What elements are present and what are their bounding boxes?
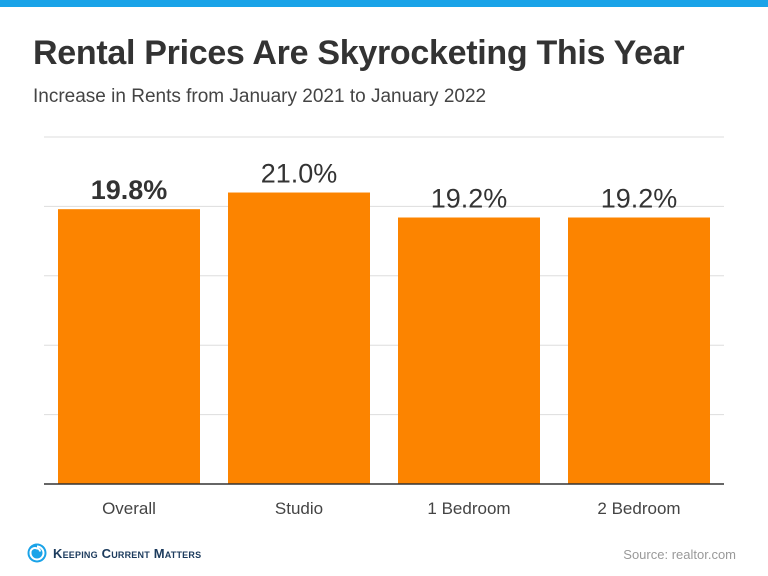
source-note: Source: realtor.com <box>623 547 736 562</box>
bar-value-label: 19.8% <box>91 175 168 205</box>
bar <box>228 192 370 484</box>
bar <box>398 217 540 484</box>
x-tick-label: 1 Bedroom <box>427 499 510 518</box>
page-subtitle: Increase in Rents from January 2021 to J… <box>33 86 487 107</box>
bar <box>568 217 710 484</box>
swirl-logo-icon <box>27 543 47 563</box>
top-accent-bar <box>0 0 768 7</box>
logo-text: Keeping Current Matters <box>53 545 202 561</box>
x-tick-label: Overall <box>102 499 156 518</box>
x-tick-label: Studio <box>275 499 323 518</box>
kcm-logo: Keeping Current Matters <box>27 542 201 564</box>
bar <box>58 209 200 484</box>
bar-value-label: 19.2% <box>431 184 508 214</box>
bar-value-label: 21.0% <box>261 159 338 189</box>
bar-value-label: 19.2% <box>601 184 678 214</box>
x-tick-label: 2 Bedroom <box>597 499 680 518</box>
page-title: Rental Prices Are Skyrocketing This Year <box>33 34 685 72</box>
